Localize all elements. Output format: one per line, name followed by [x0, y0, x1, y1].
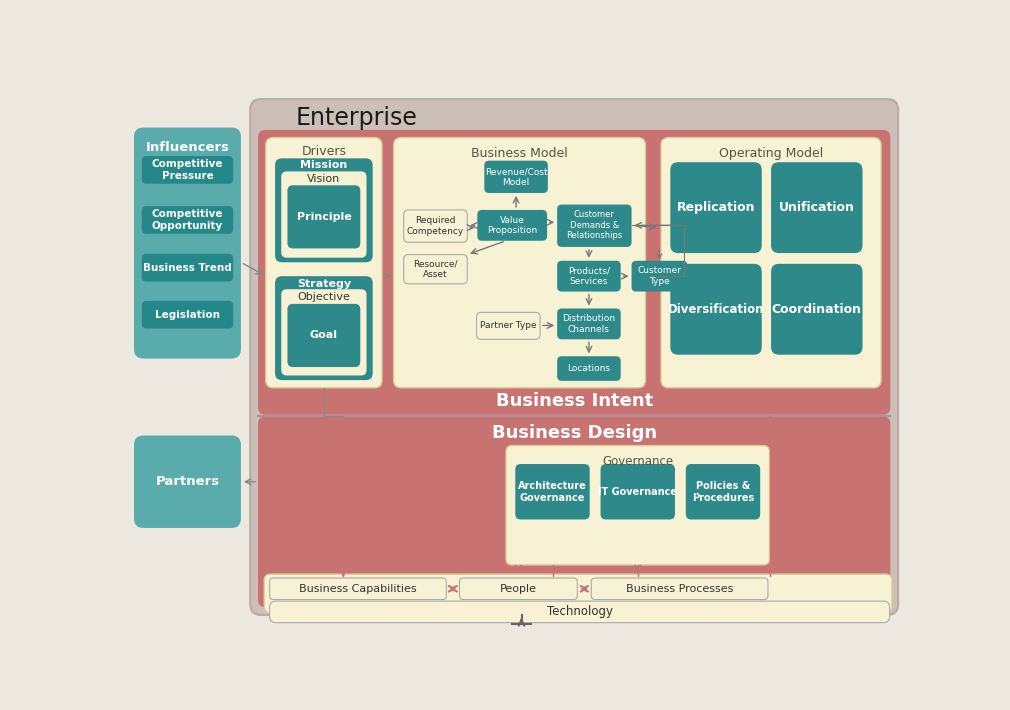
FancyBboxPatch shape: [671, 264, 762, 355]
FancyBboxPatch shape: [275, 158, 373, 262]
FancyBboxPatch shape: [266, 138, 382, 388]
Text: Architecture
Governance: Architecture Governance: [518, 481, 587, 503]
FancyBboxPatch shape: [558, 356, 621, 381]
FancyBboxPatch shape: [270, 578, 446, 599]
Text: Customer
Demands &
Relationships: Customer Demands & Relationships: [567, 210, 622, 240]
Text: Technology: Technology: [546, 606, 613, 618]
Text: Coordination: Coordination: [772, 302, 862, 316]
FancyBboxPatch shape: [270, 601, 890, 623]
FancyBboxPatch shape: [477, 312, 540, 339]
Text: Enterprise: Enterprise: [295, 106, 417, 129]
Text: Business Trend: Business Trend: [143, 263, 232, 273]
FancyBboxPatch shape: [485, 160, 547, 193]
FancyBboxPatch shape: [265, 574, 892, 613]
FancyBboxPatch shape: [506, 446, 770, 565]
Text: Business Model: Business Model: [471, 147, 568, 160]
FancyBboxPatch shape: [558, 261, 621, 292]
FancyBboxPatch shape: [141, 206, 233, 234]
FancyBboxPatch shape: [404, 255, 468, 284]
FancyBboxPatch shape: [661, 138, 881, 388]
FancyBboxPatch shape: [281, 289, 367, 376]
Text: Business Design: Business Design: [492, 425, 656, 442]
Text: Strategy: Strategy: [297, 279, 350, 289]
Text: Drivers: Drivers: [301, 146, 346, 158]
FancyBboxPatch shape: [288, 185, 361, 248]
Text: Customer
Type: Customer Type: [637, 266, 682, 286]
FancyBboxPatch shape: [288, 304, 361, 367]
Text: Business Intent: Business Intent: [496, 392, 652, 410]
Text: Influencers: Influencers: [145, 141, 229, 153]
Text: Legislation: Legislation: [155, 310, 220, 320]
Text: Partner Type: Partner Type: [480, 321, 536, 330]
Text: Required
Competency: Required Competency: [407, 217, 465, 236]
FancyBboxPatch shape: [404, 210, 468, 242]
Text: Vision: Vision: [307, 174, 340, 184]
Text: Mission: Mission: [300, 160, 347, 170]
Text: Goal: Goal: [310, 330, 338, 341]
Text: Governance: Governance: [602, 455, 674, 468]
Text: Value
Proposition: Value Proposition: [487, 216, 537, 235]
FancyBboxPatch shape: [258, 130, 891, 415]
Text: Diversification: Diversification: [668, 302, 765, 316]
Text: Policies &
Procedures: Policies & Procedures: [692, 481, 754, 503]
FancyBboxPatch shape: [281, 171, 367, 258]
Text: People: People: [500, 584, 537, 594]
Text: Business Processes: Business Processes: [626, 584, 733, 594]
Text: Objective: Objective: [297, 292, 350, 302]
FancyBboxPatch shape: [478, 210, 547, 241]
FancyBboxPatch shape: [250, 99, 898, 615]
FancyBboxPatch shape: [141, 254, 233, 282]
FancyBboxPatch shape: [771, 264, 863, 355]
Text: Principle: Principle: [297, 212, 351, 222]
Text: Resource/
Asset: Resource/ Asset: [413, 260, 458, 279]
FancyBboxPatch shape: [275, 276, 373, 380]
FancyBboxPatch shape: [686, 464, 761, 520]
FancyBboxPatch shape: [141, 301, 233, 329]
FancyBboxPatch shape: [258, 416, 891, 607]
Text: Business Capabilities: Business Capabilities: [299, 584, 417, 594]
FancyBboxPatch shape: [134, 435, 241, 528]
FancyBboxPatch shape: [601, 464, 675, 520]
Text: Products/
Services: Products/ Services: [568, 266, 610, 286]
FancyBboxPatch shape: [394, 138, 645, 388]
FancyBboxPatch shape: [134, 128, 241, 359]
Text: Locations: Locations: [568, 364, 610, 373]
Text: Unification: Unification: [779, 201, 854, 214]
Text: Replication: Replication: [677, 201, 755, 214]
FancyBboxPatch shape: [631, 261, 688, 292]
Text: Competitive
Opportunity: Competitive Opportunity: [152, 209, 223, 231]
FancyBboxPatch shape: [591, 578, 768, 599]
Text: Revenue/Cost
Model: Revenue/Cost Model: [485, 167, 547, 187]
Text: IT Governance: IT Governance: [598, 487, 678, 497]
Text: Competitive
Pressure: Competitive Pressure: [152, 159, 223, 181]
FancyBboxPatch shape: [460, 578, 578, 599]
FancyBboxPatch shape: [141, 156, 233, 184]
FancyBboxPatch shape: [515, 464, 590, 520]
Text: Distribution
Channels: Distribution Channels: [563, 315, 615, 334]
FancyBboxPatch shape: [558, 204, 631, 247]
FancyBboxPatch shape: [558, 309, 621, 339]
Text: Partners: Partners: [156, 475, 219, 488]
FancyBboxPatch shape: [771, 162, 863, 253]
FancyBboxPatch shape: [671, 162, 762, 253]
Text: Operating Model: Operating Model: [719, 147, 823, 160]
